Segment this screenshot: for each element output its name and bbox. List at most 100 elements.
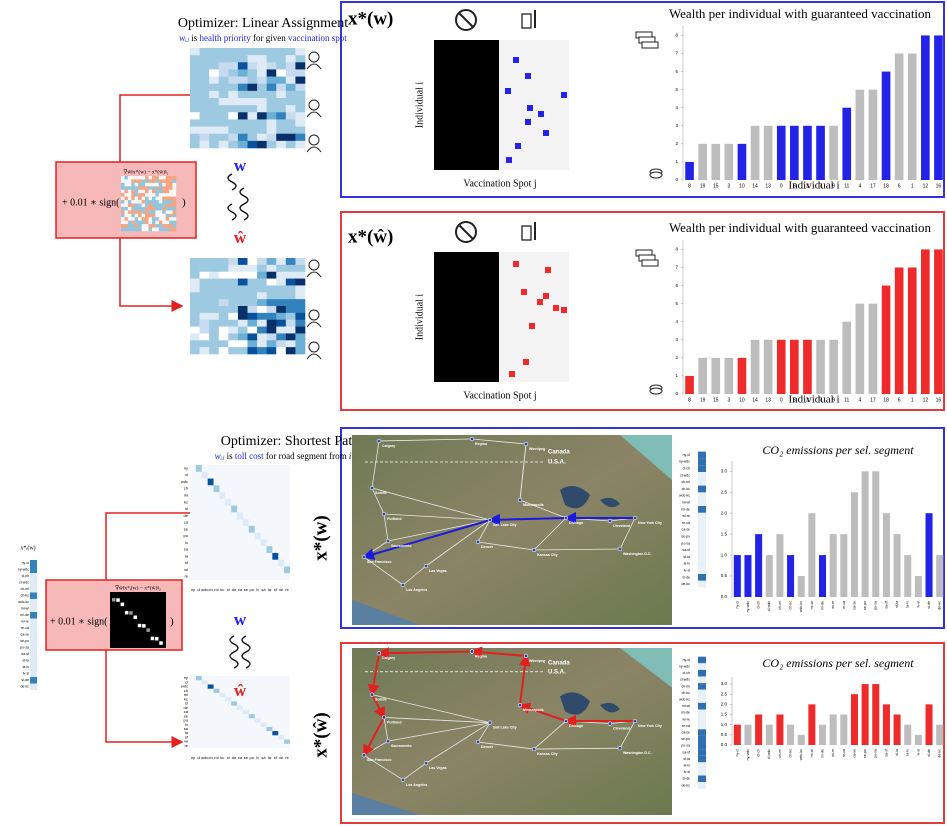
segment-label: wi-re bbox=[682, 717, 690, 721]
matrix-cell bbox=[228, 347, 239, 355]
gradient-cell bbox=[172, 227, 177, 232]
matrix-cell bbox=[218, 326, 229, 334]
y-tick-label: 3 bbox=[675, 337, 678, 342]
matrix-cell bbox=[266, 292, 277, 300]
matrix-col-label: ny bbox=[191, 587, 195, 592]
city-marker bbox=[517, 497, 523, 503]
gradient-cell bbox=[124, 213, 129, 218]
city-label: Chicago bbox=[569, 724, 584, 728]
matrix-cell bbox=[276, 258, 287, 266]
x-tick-label: ch-mi bbox=[778, 601, 782, 610]
bar bbox=[698, 357, 707, 394]
matrix-cell bbox=[295, 347, 306, 355]
gradient-cell bbox=[112, 598, 116, 602]
matrix-cell bbox=[218, 271, 229, 279]
gradient-cell bbox=[151, 176, 156, 180]
panel-frame bbox=[340, 1, 945, 198]
matrix-cell bbox=[242, 519, 249, 526]
gradient-cell bbox=[162, 176, 166, 180]
matrix-cell bbox=[247, 285, 258, 293]
matrix-row-label: la bbox=[185, 553, 189, 558]
gradient-cell bbox=[131, 179, 135, 184]
matrix-cell bbox=[228, 90, 239, 99]
segment-indicator bbox=[698, 574, 706, 581]
matrix-cell bbox=[218, 306, 229, 314]
gradient-cell bbox=[131, 217, 135, 221]
segment-indicator bbox=[698, 669, 706, 677]
matrix-cell bbox=[231, 505, 238, 513]
y-tick-label: 0.0 bbox=[721, 594, 728, 599]
vector-row-label: la-lv bbox=[23, 665, 30, 669]
assignment-point bbox=[561, 92, 567, 98]
matrix-cell bbox=[199, 333, 210, 341]
matrix-cell bbox=[237, 306, 248, 314]
segment-indicator bbox=[698, 458, 706, 466]
x-tick-label: ch-mi bbox=[778, 749, 782, 758]
map-lakes bbox=[560, 692, 620, 715]
bar bbox=[907, 53, 917, 181]
gradient-cell bbox=[148, 227, 153, 232]
matrix-cell bbox=[257, 105, 267, 113]
gradient-cell bbox=[159, 641, 163, 645]
matrix-row-label: wdc bbox=[181, 479, 188, 484]
road bbox=[363, 754, 404, 781]
vector-row-label: ca-se bbox=[20, 633, 29, 637]
bar bbox=[914, 734, 922, 745]
vector-row-label: mi-wi bbox=[21, 607, 29, 611]
gradient-cell bbox=[134, 189, 139, 194]
bar bbox=[737, 143, 747, 180]
bar bbox=[840, 714, 848, 745]
matrix-row-label: ca bbox=[184, 520, 189, 525]
gradient-cell bbox=[162, 193, 166, 197]
gradient-cell bbox=[158, 179, 163, 184]
road bbox=[619, 517, 636, 550]
x-tick-label: 10 bbox=[739, 397, 745, 403]
x-tick-label: 1 bbox=[911, 183, 914, 189]
bar bbox=[914, 576, 922, 597]
matrix-cell bbox=[247, 292, 258, 300]
gradient-cell bbox=[137, 623, 142, 628]
gradient-cell bbox=[151, 224, 156, 228]
bar bbox=[750, 339, 760, 394]
matrix-cell bbox=[219, 492, 226, 499]
vector-row-label: wi-re bbox=[21, 620, 29, 624]
y-tick-label: 1 bbox=[675, 159, 678, 164]
matrix-cell bbox=[257, 347, 267, 355]
gradient-cell bbox=[121, 213, 125, 218]
x-tick-label: lv-sl bbox=[916, 601, 920, 608]
x-tick-label: 17 bbox=[870, 397, 876, 403]
gradient-cell bbox=[148, 186, 153, 190]
matrix-row-label: po bbox=[184, 533, 189, 538]
bar bbox=[765, 555, 773, 597]
x-tick-label: ny-wdc bbox=[746, 601, 750, 613]
city-label: Washington D.C. bbox=[623, 751, 652, 755]
matrix-cell bbox=[278, 559, 285, 567]
matrix-cell bbox=[218, 126, 229, 135]
gradient-cell bbox=[158, 224, 163, 228]
gradient-cell bbox=[134, 196, 139, 201]
matrix-cell bbox=[276, 264, 287, 273]
matrix-cell bbox=[247, 119, 258, 127]
gradient-cell bbox=[148, 206, 153, 211]
matrix-cell bbox=[237, 76, 248, 85]
vector-cell bbox=[30, 560, 37, 567]
x-tick-label: cl-wdc bbox=[767, 749, 771, 759]
city-marker bbox=[523, 653, 529, 659]
matrix-cell bbox=[295, 69, 306, 77]
segment-label: sf-la bbox=[683, 757, 690, 761]
matrix-cell bbox=[199, 278, 210, 286]
gradient-cell bbox=[155, 193, 160, 197]
x-tick-label: ny-cl bbox=[735, 749, 739, 757]
matrix-cell bbox=[225, 697, 232, 702]
gradient-cell bbox=[155, 210, 160, 215]
road bbox=[371, 487, 491, 521]
matrix-cell bbox=[209, 271, 220, 279]
city-marker bbox=[632, 718, 638, 724]
matrix-cell bbox=[209, 48, 220, 56]
gradient-cell bbox=[141, 186, 146, 190]
gradient-cell bbox=[165, 182, 170, 187]
matrix-cell bbox=[209, 119, 220, 127]
bar bbox=[872, 684, 880, 745]
vector-label: x*ᵢ(w) bbox=[20, 544, 35, 551]
